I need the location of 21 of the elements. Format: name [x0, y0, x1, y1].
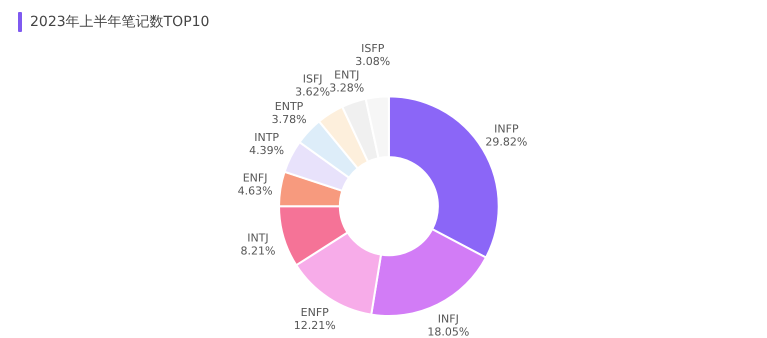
slice-label: INFJ [438, 312, 459, 326]
data-label: 3.78% [272, 112, 307, 126]
data-label: 4.63% [238, 184, 273, 198]
text: 2023年上半年笔记数TOP10 [30, 13, 210, 31]
data-label: 8.21% [240, 244, 276, 258]
data-label: 29.82% [485, 135, 528, 148]
data-label: 3.08% [355, 55, 390, 68]
slice-label: ENFP [300, 306, 330, 319]
slice-label: INTJ [247, 231, 269, 244]
slice-label: ENFJ [242, 172, 268, 185]
slice-label: INFP [494, 122, 519, 136]
data-label: 3.62% [295, 86, 330, 99]
data-label: 18.05% [427, 326, 470, 338]
slice-label: INTP [254, 131, 280, 144]
slice-label: ENTP [274, 100, 304, 113]
data-label: 3.28% [329, 81, 364, 94]
slice-label: ISFP [361, 42, 385, 56]
data-label: 12.21% [294, 318, 336, 332]
slice-label: ENTJ [334, 68, 360, 82]
slice-label: ISFJ [302, 72, 323, 86]
data-label: 4.39% [249, 144, 284, 158]
